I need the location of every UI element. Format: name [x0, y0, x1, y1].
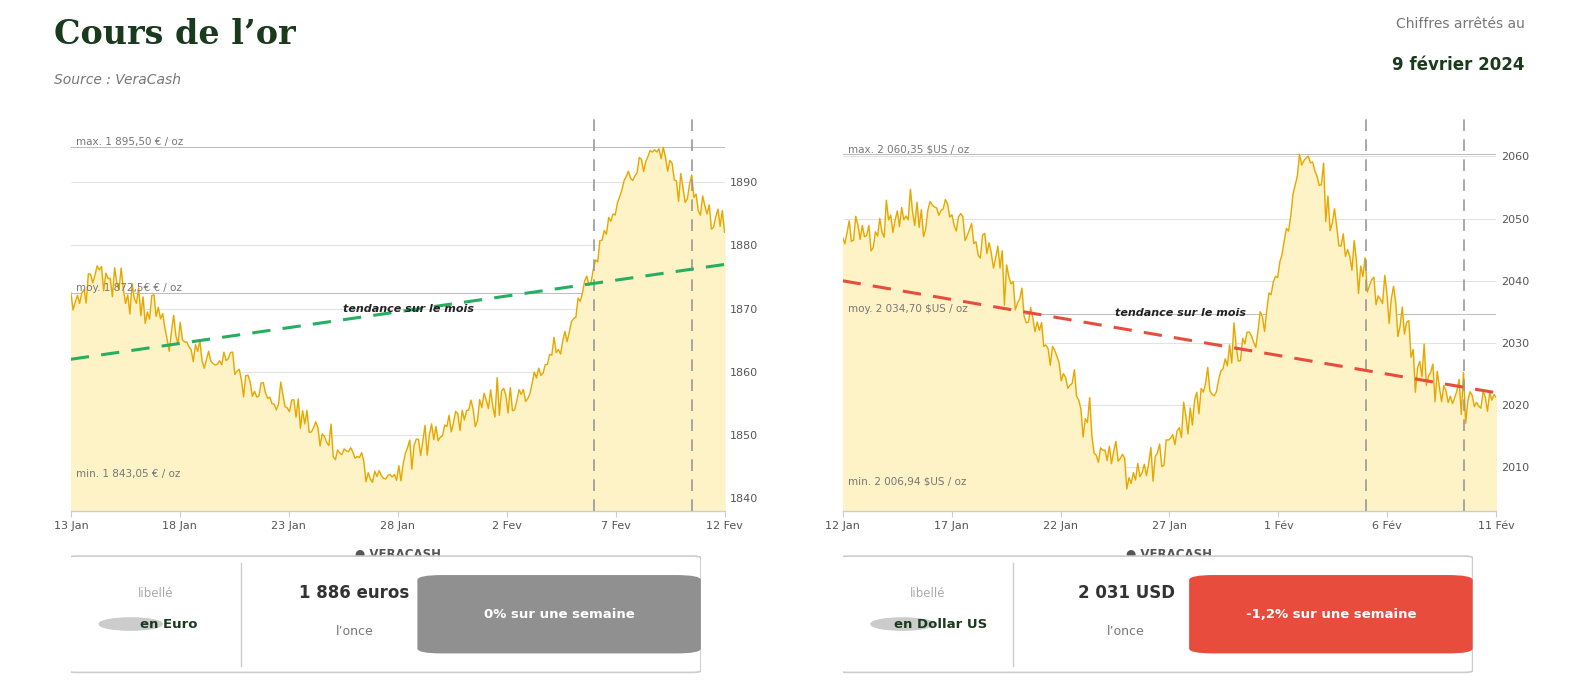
Text: max. 1 895,50 € / oz: max. 1 895,50 € / oz [76, 137, 183, 148]
Text: libellé: libellé [910, 587, 945, 600]
Text: 2 031 USD: 2 031 USD [1077, 584, 1175, 603]
Text: Source : VeraCash: Source : VeraCash [54, 74, 181, 88]
Text: en Dollar US: en Dollar US [893, 617, 988, 631]
Text: min. 1 843,05 € / oz: min. 1 843,05 € / oz [76, 469, 181, 479]
Text: l’once: l’once [335, 625, 373, 638]
Text: -1,2% sur une semaine: -1,2% sur une semaine [1246, 608, 1416, 621]
Text: 0% sur une semaine: 0% sur une semaine [484, 608, 635, 621]
FancyBboxPatch shape [839, 556, 1473, 673]
FancyBboxPatch shape [68, 556, 701, 673]
Text: ● VERACASH: ● VERACASH [354, 548, 441, 561]
Circle shape [99, 618, 162, 630]
Circle shape [871, 618, 934, 630]
Text: l’once: l’once [1107, 625, 1145, 638]
Text: moy. 2 034,70 $US / oz: moy. 2 034,70 $US / oz [847, 304, 967, 314]
Text: en Euro: en Euro [140, 617, 197, 631]
Text: moy. 1 872,5€ € / oz: moy. 1 872,5€ € / oz [76, 283, 183, 293]
Text: tendance sur le mois: tendance sur le mois [343, 304, 474, 314]
Text: max. 2 060,35 $US / oz: max. 2 060,35 $US / oz [847, 144, 969, 154]
Text: Chiffres arrêtés au: Chiffres arrêtés au [1395, 18, 1525, 32]
Text: libellé: libellé [139, 587, 173, 600]
Text: tendance sur le mois: tendance sur le mois [1115, 308, 1246, 318]
FancyBboxPatch shape [1189, 575, 1473, 654]
Text: 9 février 2024: 9 février 2024 [1392, 56, 1525, 74]
Text: min. 2 006,94 $US / oz: min. 2 006,94 $US / oz [847, 477, 965, 486]
FancyBboxPatch shape [417, 575, 701, 654]
Text: 1 886 euros: 1 886 euros [299, 584, 410, 603]
Text: ● VERACASH: ● VERACASH [1126, 548, 1213, 561]
Text: Cours de l’or: Cours de l’or [54, 18, 295, 50]
